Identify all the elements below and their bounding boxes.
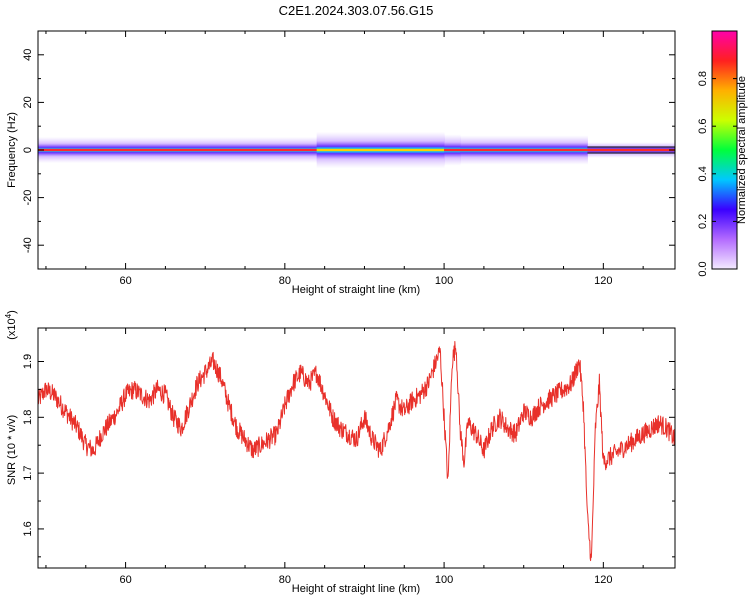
snr-y-tick-label: 1.9 [22,354,34,369]
spectral-band-core [38,148,318,152]
snr-y-multiplier: (x104) [4,310,18,340]
spectrogram-panel: 60 80 100 120 40 20 0 -20 -40 Height of straight… [6,30,676,296]
colorbar-tick-label: 0.8 [697,71,709,86]
colorbar-label: Normalized spectral amplitude [736,76,748,224]
spectrogram-x-tick-label: 100 [435,275,453,287]
snr-x-tick-label: 60 [119,574,131,586]
spectrogram-y-tick-label: -20 [22,190,34,206]
spectral-band [38,131,675,169]
snr-plot-area [38,340,675,562]
snr-y-tick-label: 1.6 [22,521,34,536]
snr-y-axis-label: SNR (10 * v/v) [6,415,18,485]
spectrogram-x-tick-label: 80 [279,275,291,287]
snr-series-line [38,340,675,562]
spectral-band-core [316,148,445,152]
page-title: C2E1.2024.303.07.56.G15 [279,3,434,18]
snr-x-tick-label: 120 [594,574,612,586]
spectrogram-ticks: 60 80 100 120 40 20 0 -20 -40 [22,30,675,287]
colorbar-tick-label: 0.4 [697,166,709,181]
spectral-band-core [587,148,675,152]
spectrogram-y-tick-label: 0 [22,147,34,153]
colorbar-ticks: 0.0 0.2 0.4 0.6 0.8 [697,71,737,277]
colorbar: 0.0 0.2 0.4 0.6 0.8 Normalized spectral ampl… [697,30,748,277]
snr-y-tick-label: 1.8 [22,410,34,425]
colorbar-tick-label: 0.2 [697,214,709,229]
snr-frame [37,327,676,569]
spectral-band-core [444,148,461,152]
spectrogram-x-tick-label: 60 [119,275,131,287]
colorbar-tick-label: 0.0 [697,261,709,276]
spectrogram-y-axis-label: Frequency (Hz) [6,112,18,188]
spectrogram-y-tick-label: 40 [22,49,34,61]
colorbar-gradient [712,31,737,269]
snr-x-tick-label: 100 [435,574,453,586]
spectrogram-y-tick-label: 20 [22,96,34,108]
snr-x-axis-label: Height of straight line (km) [292,583,420,595]
colorbar-frame [711,30,738,270]
spectrogram-frame [37,30,676,270]
spectrogram-x-tick-label: 120 [594,275,612,287]
snr-x-tick-label: 80 [279,574,291,586]
spectrogram-x-axis-label: Height of straight line (km) [292,284,420,296]
spectral-band-core [460,148,588,152]
colorbar-tick-label: 0.6 [697,119,709,134]
spectrogram-y-tick-label: -40 [22,237,34,253]
snr-y-tick-label: 1.7 [22,465,34,480]
snr-panel: 60 80 100 120 1.9 1.8 1.7 1.6 Height of straigh… [4,310,676,595]
